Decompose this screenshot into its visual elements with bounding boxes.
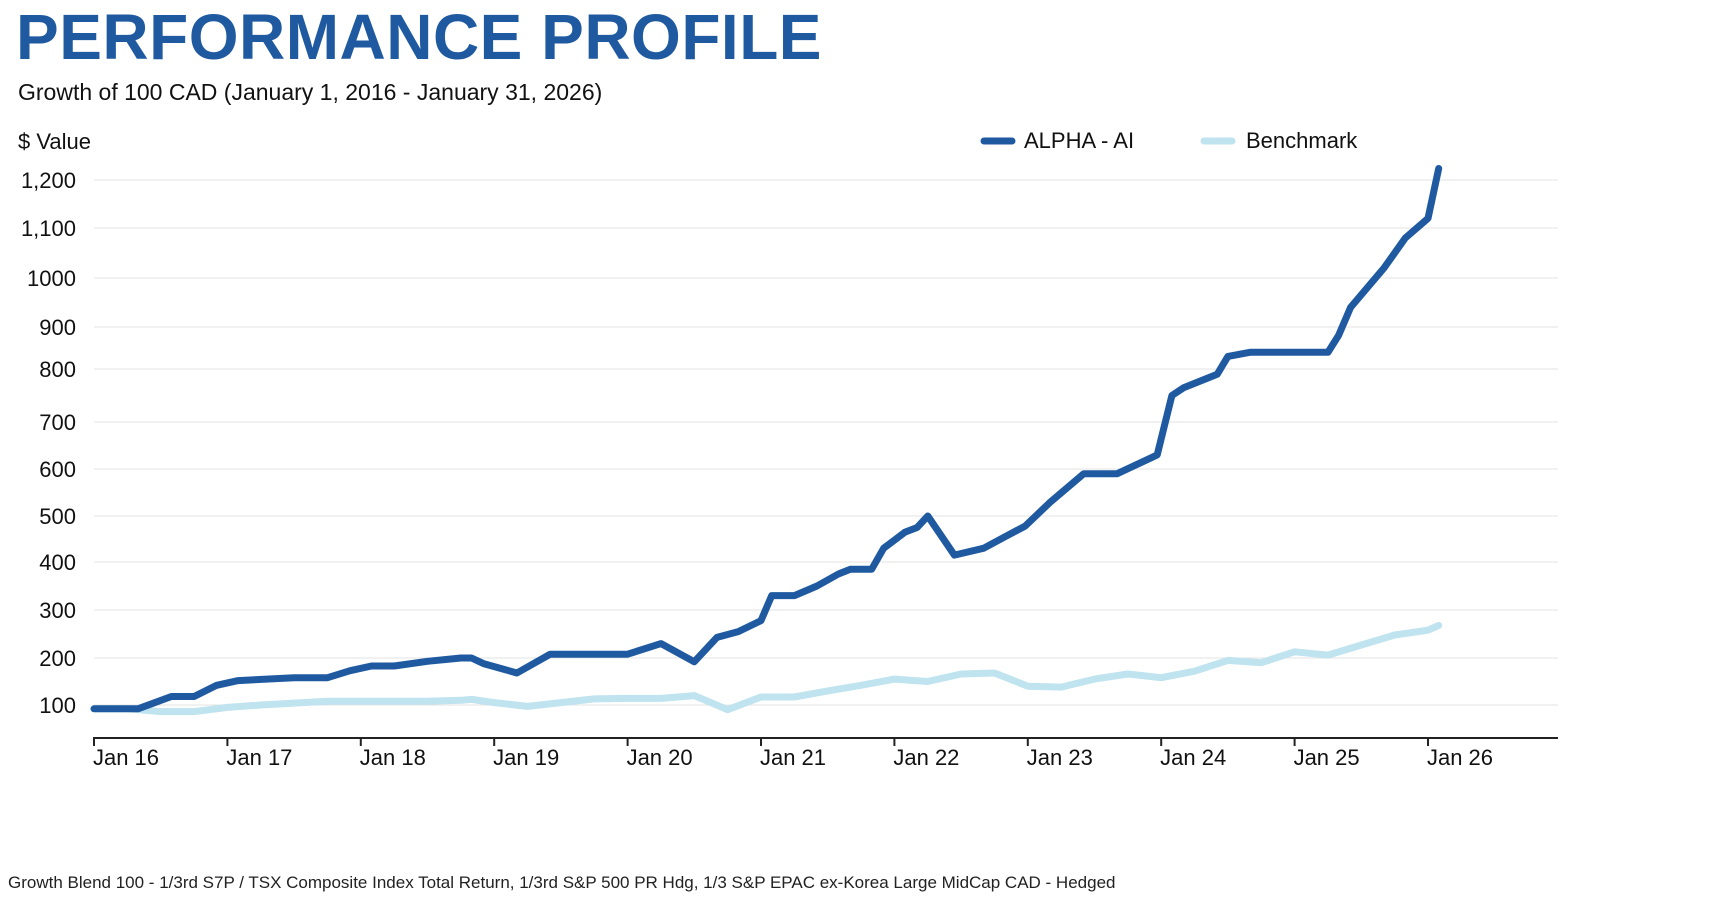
y-tick-label: 700 bbox=[39, 410, 76, 435]
y-tick-label: 1,100 bbox=[21, 216, 76, 241]
chart-subtitle: Growth of 100 CAD (January 1, 2016 - Jan… bbox=[18, 79, 603, 105]
y-tick-label: 400 bbox=[39, 550, 76, 575]
y-tick-label: 900 bbox=[39, 315, 76, 340]
x-tick-label: Jan 23 bbox=[1027, 745, 1093, 770]
y-tick-label: 1000 bbox=[27, 266, 76, 291]
gridlines bbox=[94, 179, 1558, 706]
x-tick-label: Jan 24 bbox=[1160, 745, 1226, 770]
series-line-benchmark bbox=[90, 621, 1443, 716]
x-tick-label: Jan 16 bbox=[93, 745, 159, 770]
y-tick-label: 1,200 bbox=[21, 168, 76, 193]
axes bbox=[93, 737, 1558, 746]
x-tick-label: Jan 25 bbox=[1294, 745, 1360, 770]
x-tick-label: Jan 20 bbox=[627, 745, 693, 770]
x-tick-label: Jan 26 bbox=[1427, 745, 1493, 770]
axis-labels: 100 200 300 400 500 600 700 800 900 1000 1,100 1,20… bbox=[18, 129, 1493, 770]
footnote: Growth Blend 100 - 1/3rd S7P / TSX Compo… bbox=[8, 873, 1116, 892]
x-tick-label: Jan 21 bbox=[760, 745, 826, 770]
y-tick-label: 500 bbox=[39, 504, 76, 529]
page-title: PERFORMANCE PROFILE bbox=[16, 1, 822, 73]
y-tick-label: 600 bbox=[39, 457, 76, 482]
legend-label: Benchmark bbox=[1246, 128, 1358, 153]
y-tick-label: 100 bbox=[39, 693, 76, 718]
x-tick-label: Jan 22 bbox=[893, 745, 959, 770]
legend-label: ALPHA - AI bbox=[1024, 128, 1134, 153]
y-tick-label: 200 bbox=[39, 646, 76, 671]
y-tick-label: 300 bbox=[39, 598, 76, 623]
legend: ALPHA - AI Benchmark bbox=[980, 128, 1358, 153]
y-axis-title: $ Value bbox=[18, 129, 91, 154]
series-line-alpha-ai bbox=[90, 165, 1443, 713]
x-tick-label: Jan 19 bbox=[493, 745, 559, 770]
series-lines bbox=[90, 165, 1443, 716]
x-tick-label: Jan 18 bbox=[360, 745, 426, 770]
y-tick-label: 800 bbox=[39, 357, 76, 382]
x-tick-label: Jan 17 bbox=[226, 745, 292, 770]
